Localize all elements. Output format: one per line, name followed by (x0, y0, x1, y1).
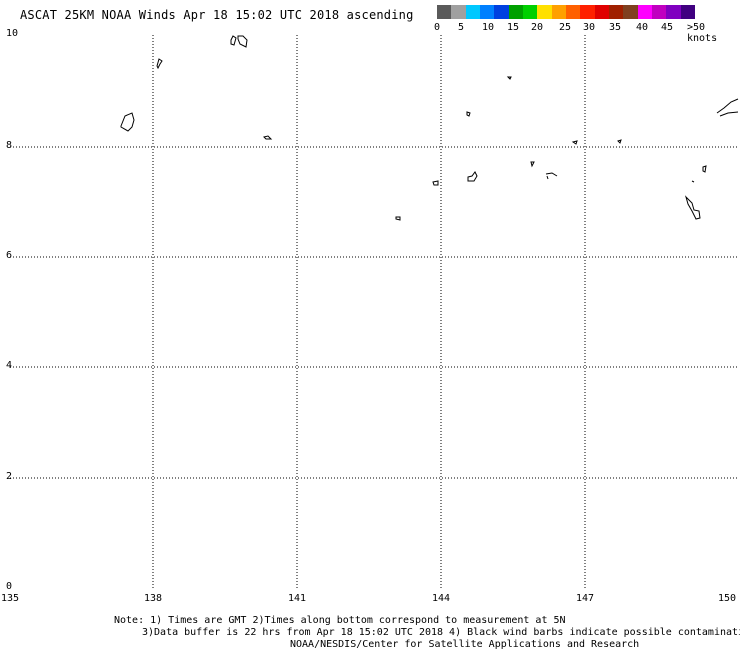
y-tick-label: 10 (6, 28, 19, 39)
legend-color-swatch (479, 5, 495, 19)
footer-credit: NOAA/NESDIS/Center for Satellite Applica… (290, 639, 640, 650)
legend-color-swatch (451, 5, 466, 19)
legend-color-swatch (651, 5, 667, 19)
legend-label-35: 35 (609, 22, 622, 33)
y-tick-label: 8 (6, 140, 13, 151)
wind-speed-color-scale (437, 5, 695, 19)
y-tick-label: 0 (6, 581, 13, 592)
x-tick-label: 141 (288, 593, 307, 604)
x-tick-label: 144 (432, 593, 451, 604)
x-tick-label: 135 (1, 593, 20, 604)
island-outline (432, 180, 439, 186)
legend-color-swatch (680, 5, 695, 19)
legend-color-swatch (565, 5, 581, 19)
island-outline (156, 58, 163, 70)
island-outline (571, 140, 578, 145)
legend-label-50-knots: >50 knots (687, 22, 718, 44)
legend-label-5: 5 (458, 22, 465, 33)
legend-color-swatch (437, 5, 452, 19)
legend-label-10: 10 (482, 22, 495, 33)
legend-color-swatch (637, 5, 652, 19)
island-outline (684, 195, 701, 220)
island-outline (395, 216, 401, 221)
map-title: ASCAT 25KM NOAA Winds Apr 18 15:02 UTC 2… (20, 8, 414, 22)
island-outline (230, 35, 248, 48)
legend-label-20: 20 (531, 22, 544, 33)
legend-label-45: 45 (661, 22, 674, 33)
island-outline (691, 180, 695, 183)
legend-color-swatch (580, 5, 595, 19)
island-coastlines (120, 35, 739, 221)
footer-note-line1: Note: 1) Times are GMT 2)Times along bot… (114, 615, 566, 626)
y-tick-label: 6 (6, 250, 13, 261)
island-outline (716, 98, 739, 117)
y-tick-label: 4 (6, 360, 13, 371)
legend-color-swatch (522, 5, 538, 19)
island-outline (467, 171, 478, 182)
legend-color-swatch (666, 5, 681, 19)
island-outline (263, 135, 273, 140)
legend-label-15: 15 (507, 22, 520, 33)
legend-color-swatch (494, 5, 509, 19)
x-tick-label: 138 (144, 593, 163, 604)
legend-label-40: 40 (636, 22, 649, 33)
island-outline (506, 76, 512, 80)
legend-color-swatch (508, 5, 523, 19)
legend-label-25: 25 (559, 22, 572, 33)
legend-color-swatch (594, 5, 609, 19)
footer-note-line2: 3)Data buffer is 22 hrs from Apr 18 15:0… (142, 627, 740, 638)
island-outline (530, 161, 535, 168)
x-tick-label: 147 (576, 593, 595, 604)
legend-color-swatch (551, 5, 566, 19)
island-outline (466, 111, 471, 117)
legend-label-0: 0 (434, 22, 441, 33)
island-outline (545, 172, 558, 180)
legend-color-swatch (623, 5, 638, 19)
grid-lines (10, 35, 738, 588)
legend-color-swatch (608, 5, 624, 19)
island-outline (702, 165, 707, 173)
y-tick-label: 2 (6, 471, 13, 482)
wind-speed-legend-labels: 0 5 10 15 20 25 30 35 40 45 >50 knots (0, 22, 740, 44)
legend-color-swatch (537, 5, 552, 19)
legend-color-swatch (465, 5, 480, 19)
legend-label-30: 30 (583, 22, 596, 33)
island-outline (617, 139, 622, 144)
x-tick-label: 150 (718, 593, 737, 604)
island-outline (120, 112, 135, 132)
